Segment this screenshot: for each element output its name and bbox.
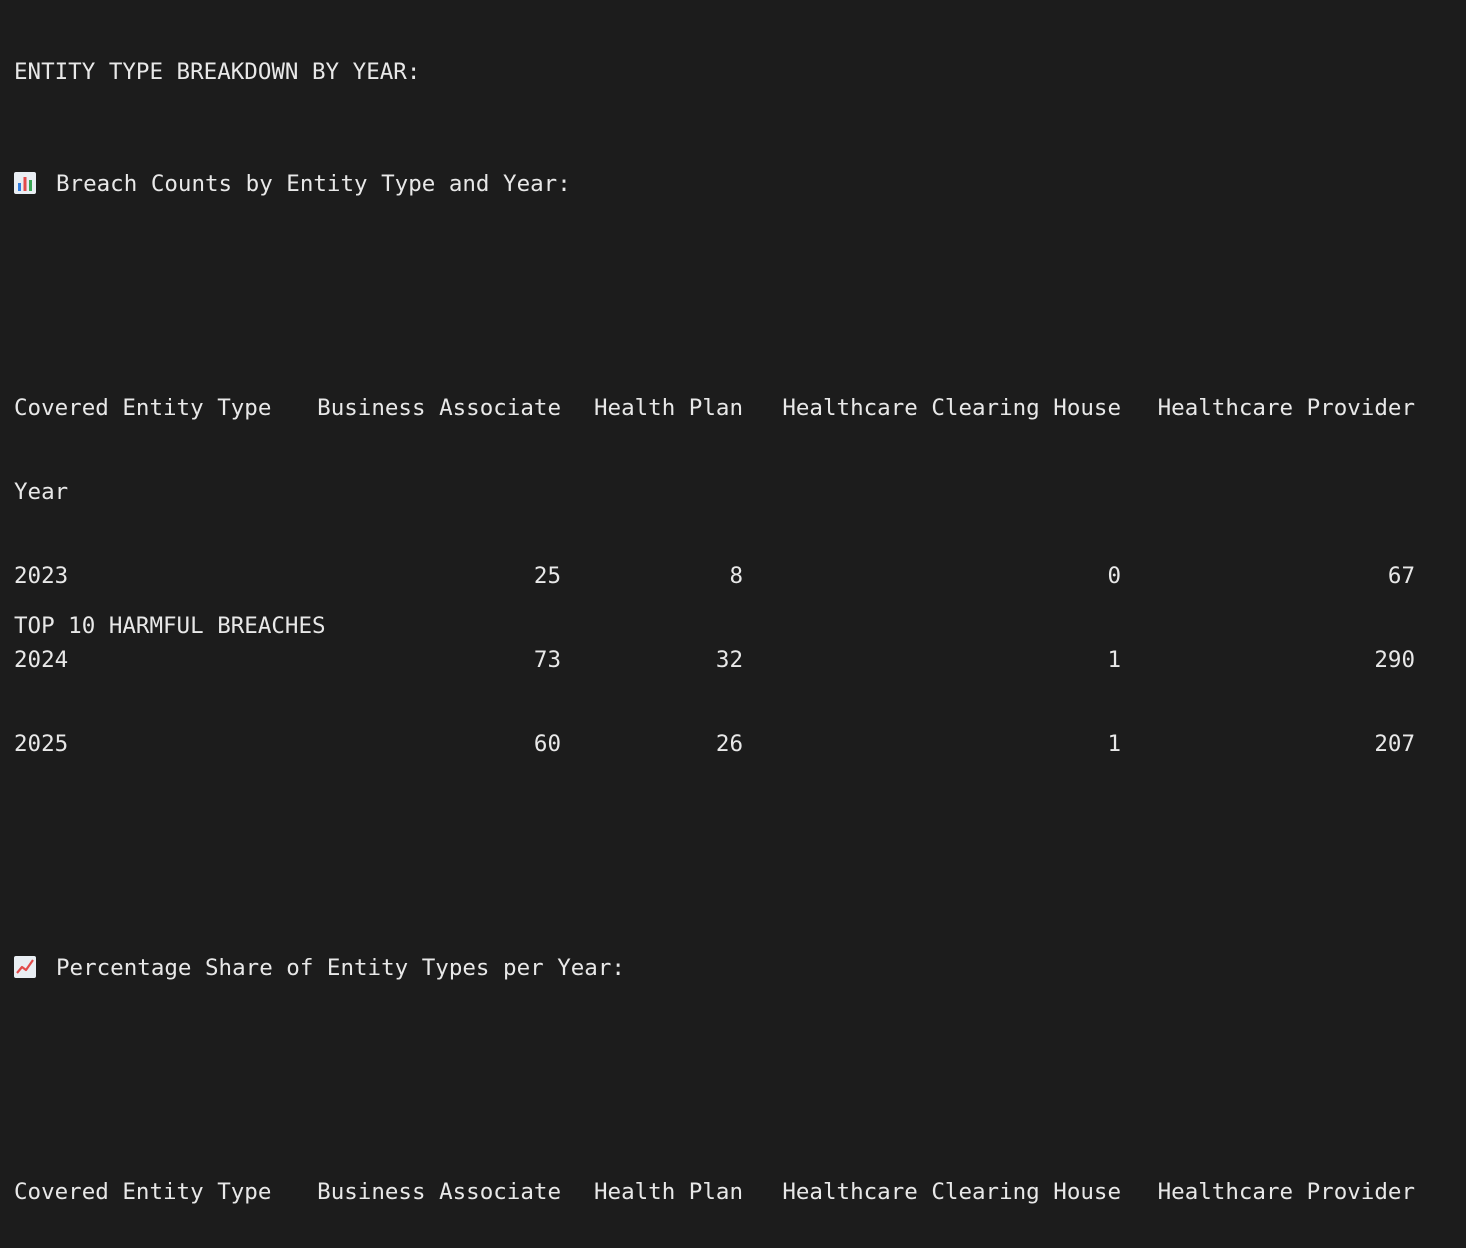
column-header: Covered Entity Type xyxy=(14,395,272,421)
spacer xyxy=(14,842,1415,870)
table-cell: 26 xyxy=(715,731,743,757)
table-row: 2025 60 26 1 207 xyxy=(14,730,1415,758)
column-header: Healthcare Provider xyxy=(1157,1179,1415,1205)
counts-heading: Breach Counts by Entity Type and Year: xyxy=(56,171,571,197)
next-section-heading-partial: TOP 10 HARMFUL BREACHES xyxy=(14,613,326,639)
spacer xyxy=(14,1066,1415,1094)
year-cell: 2024 xyxy=(14,647,69,673)
column-header: Health Plan xyxy=(593,1179,743,1205)
percent-heading-line: Percentage Share of Entity Types per Yea… xyxy=(14,954,1415,982)
counts-heading-line: Breach Counts by Entity Type and Year: xyxy=(14,170,1415,198)
table-cell: 8 xyxy=(729,563,743,589)
table-cell: 67 xyxy=(1387,563,1415,589)
column-header: Business Associate xyxy=(317,395,561,421)
counts-table-header: Covered Entity Type Business Associate Hea… xyxy=(14,394,1415,422)
table-row: 2023 25 8 0 67 xyxy=(14,562,1415,590)
column-header: Covered Entity Type xyxy=(14,1179,272,1205)
bar-chart-icon xyxy=(14,172,36,194)
percent-table-header: Covered Entity Type Business Associate Hea… xyxy=(14,1178,1415,1206)
column-header: Business Associate xyxy=(317,1179,561,1205)
table-cell: 0 xyxy=(1107,563,1121,589)
table-cell: 73 xyxy=(533,647,561,673)
table-cell: 1 xyxy=(1107,731,1121,757)
spacer xyxy=(14,282,1415,310)
column-header: Health Plan xyxy=(593,395,743,421)
table-cell: 290 xyxy=(1374,647,1415,673)
percent-heading: Percentage Share of Entity Types per Yea… xyxy=(56,955,625,981)
table-cell: 32 xyxy=(715,647,743,673)
column-header: Healthcare Clearing House xyxy=(782,1179,1121,1205)
table-cell: 60 xyxy=(533,731,561,757)
column-header: Healthcare Provider xyxy=(1157,395,1415,421)
line-chart-icon xyxy=(14,956,36,978)
column-header: Healthcare Clearing House xyxy=(782,395,1121,421)
table-cell: 25 xyxy=(533,563,561,589)
table-cell: 1 xyxy=(1107,647,1121,673)
section-title: ENTITY TYPE BREAKDOWN BY YEAR: xyxy=(14,59,421,85)
year-cell: 2025 xyxy=(14,731,69,757)
counts-index-label: Year xyxy=(14,479,69,505)
year-cell: 2023 xyxy=(14,563,69,589)
table-row: 2024 73 32 1 290 xyxy=(14,646,1415,674)
table-cell: 207 xyxy=(1374,731,1415,757)
